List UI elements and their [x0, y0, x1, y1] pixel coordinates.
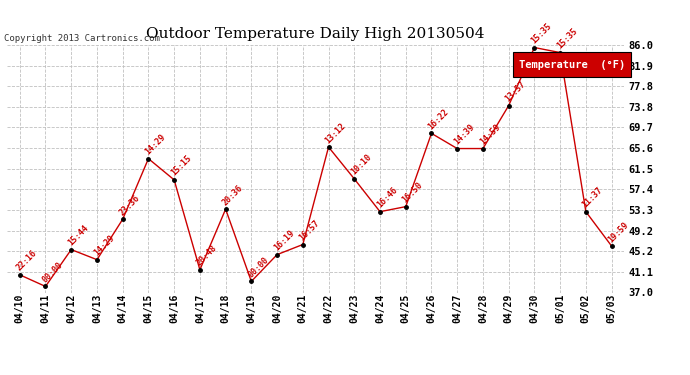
Text: 15:35: 15:35: [555, 27, 579, 51]
Text: 16:57: 16:57: [297, 219, 322, 243]
Text: 14:59: 14:59: [478, 123, 502, 147]
Text: 15:35: 15:35: [529, 21, 553, 45]
FancyBboxPatch shape: [513, 53, 631, 77]
Text: 13:57: 13:57: [504, 80, 528, 104]
Text: 14:29: 14:29: [144, 133, 168, 157]
Text: 16:19: 16:19: [272, 228, 296, 253]
Text: 15:15: 15:15: [169, 154, 193, 178]
Text: 23:36: 23:36: [117, 193, 141, 217]
Text: 19:59: 19:59: [607, 220, 631, 244]
Text: 14:29: 14:29: [92, 234, 116, 258]
Text: 10:10: 10:10: [349, 153, 373, 177]
Title: Outdoor Temperature Daily High 20130504: Outdoor Temperature Daily High 20130504: [146, 27, 485, 41]
Text: 15:44: 15:44: [66, 224, 90, 248]
Text: 14:39: 14:39: [452, 123, 476, 147]
Text: 20:48: 20:48: [195, 244, 219, 268]
Text: 00:00: 00:00: [41, 260, 64, 284]
Text: 13:12: 13:12: [324, 121, 348, 145]
Text: 00:00: 00:00: [246, 255, 270, 279]
Text: 11:37: 11:37: [581, 186, 605, 210]
Text: 16:46: 16:46: [375, 186, 399, 210]
Text: 22:16: 22:16: [14, 249, 39, 273]
Text: 16:50: 16:50: [401, 181, 425, 205]
Text: 16:22: 16:22: [426, 107, 451, 131]
Text: 20:36: 20:36: [221, 183, 244, 207]
Text: Temperature  (°F): Temperature (°F): [519, 60, 625, 70]
Text: Copyright 2013 Cartronics.com: Copyright 2013 Cartronics.com: [4, 33, 159, 42]
